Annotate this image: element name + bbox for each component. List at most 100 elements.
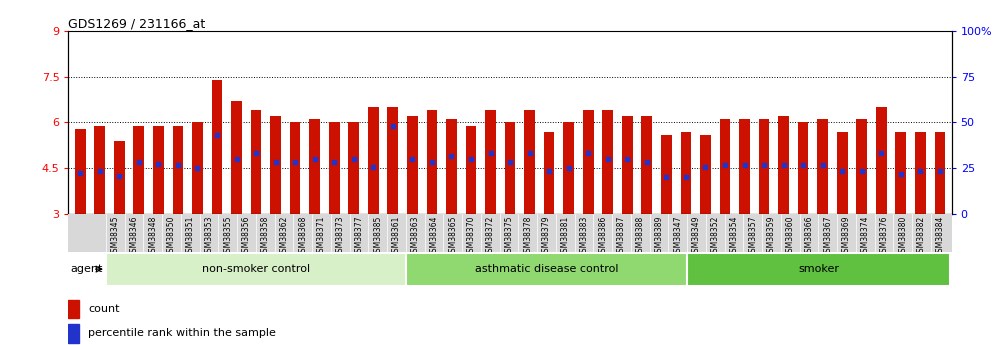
Bar xyxy=(192,122,202,214)
Bar xyxy=(739,119,750,214)
Bar xyxy=(153,126,164,214)
Bar xyxy=(818,119,828,214)
Text: GSM38384: GSM38384 xyxy=(936,216,945,257)
Text: GSM38356: GSM38356 xyxy=(242,216,251,257)
Bar xyxy=(232,101,242,214)
Text: GSM38366: GSM38366 xyxy=(805,216,814,257)
Text: GSM38358: GSM38358 xyxy=(261,216,270,257)
Text: GSM38379: GSM38379 xyxy=(542,216,551,257)
Text: GSM38382: GSM38382 xyxy=(917,216,926,257)
Text: GSM38367: GSM38367 xyxy=(824,216,833,257)
Text: GSM38375: GSM38375 xyxy=(505,216,514,257)
Bar xyxy=(95,126,105,214)
Text: GSM38350: GSM38350 xyxy=(167,216,176,257)
Text: smoker: smoker xyxy=(798,264,839,274)
Bar xyxy=(251,110,262,214)
Bar xyxy=(798,122,809,214)
Text: GSM38385: GSM38385 xyxy=(374,216,383,257)
Text: agent: agent xyxy=(70,264,103,274)
Text: GSM38347: GSM38347 xyxy=(674,216,683,257)
Bar xyxy=(915,132,925,214)
Text: GDS1269 / 231166_at: GDS1269 / 231166_at xyxy=(68,17,205,30)
Text: GSM38383: GSM38383 xyxy=(580,216,589,257)
Text: GSM38362: GSM38362 xyxy=(280,216,289,257)
Text: GSM38351: GSM38351 xyxy=(186,216,194,257)
Bar xyxy=(856,119,867,214)
Bar xyxy=(720,119,730,214)
Text: GSM38346: GSM38346 xyxy=(130,216,139,257)
Bar xyxy=(68,324,80,343)
Text: GSM38376: GSM38376 xyxy=(879,216,888,257)
Text: GSM38360: GSM38360 xyxy=(785,216,795,257)
Bar xyxy=(465,126,476,214)
Bar xyxy=(934,132,946,214)
Bar xyxy=(290,122,300,214)
Bar xyxy=(348,122,359,214)
Bar xyxy=(641,116,653,214)
Text: GSM38352: GSM38352 xyxy=(711,216,720,257)
Text: GSM38380: GSM38380 xyxy=(898,216,907,257)
Bar xyxy=(446,119,457,214)
Text: non-smoker control: non-smoker control xyxy=(202,264,310,274)
Bar xyxy=(681,132,691,214)
Bar xyxy=(406,253,687,286)
Bar xyxy=(700,135,711,214)
Text: GSM38369: GSM38369 xyxy=(842,216,851,257)
Text: GSM38387: GSM38387 xyxy=(617,216,626,257)
Bar xyxy=(427,110,437,214)
Text: GSM38368: GSM38368 xyxy=(298,216,307,257)
Bar xyxy=(544,132,555,214)
Bar xyxy=(778,116,788,214)
Bar xyxy=(505,122,516,214)
Text: count: count xyxy=(88,304,120,314)
Text: GSM38353: GSM38353 xyxy=(204,216,213,257)
Text: GSM38365: GSM38365 xyxy=(448,216,457,257)
Bar xyxy=(525,110,535,214)
Text: GSM38359: GSM38359 xyxy=(767,216,776,257)
Text: GSM38373: GSM38373 xyxy=(336,216,344,257)
Text: GSM38386: GSM38386 xyxy=(598,216,607,257)
Bar xyxy=(309,119,320,214)
Bar xyxy=(687,253,950,286)
Text: GSM38372: GSM38372 xyxy=(485,216,494,257)
Text: GSM38349: GSM38349 xyxy=(692,216,701,257)
Bar xyxy=(172,126,183,214)
Text: GSM38378: GSM38378 xyxy=(524,216,533,257)
Text: GSM38381: GSM38381 xyxy=(561,216,570,257)
Text: GSM38389: GSM38389 xyxy=(655,216,664,257)
Bar xyxy=(485,110,495,214)
Bar xyxy=(368,107,379,214)
Text: GSM38355: GSM38355 xyxy=(224,216,233,257)
Text: GSM38361: GSM38361 xyxy=(392,216,401,257)
Bar xyxy=(329,122,339,214)
Bar xyxy=(563,122,574,214)
Text: GSM38371: GSM38371 xyxy=(317,216,326,257)
Bar xyxy=(622,116,632,214)
Bar xyxy=(837,132,848,214)
Text: GSM38364: GSM38364 xyxy=(430,216,439,257)
Bar xyxy=(270,116,281,214)
Text: GSM38377: GSM38377 xyxy=(354,216,364,257)
Bar xyxy=(114,141,125,214)
Bar xyxy=(583,110,593,214)
Bar xyxy=(876,107,886,214)
Bar xyxy=(106,253,406,286)
Text: asthmatic disease control: asthmatic disease control xyxy=(475,264,618,274)
Bar xyxy=(602,110,613,214)
Bar xyxy=(134,126,144,214)
Bar xyxy=(75,129,86,214)
Text: GSM38345: GSM38345 xyxy=(111,216,120,257)
Text: percentile rank within the sample: percentile rank within the sample xyxy=(88,328,276,338)
Bar xyxy=(68,300,80,318)
Text: GSM38348: GSM38348 xyxy=(148,216,157,257)
Bar xyxy=(407,116,418,214)
Text: GSM38354: GSM38354 xyxy=(730,216,738,257)
Text: GSM38357: GSM38357 xyxy=(748,216,757,257)
Bar xyxy=(758,119,769,214)
Bar xyxy=(211,80,223,214)
Bar xyxy=(661,135,672,214)
Text: GSM38388: GSM38388 xyxy=(635,216,644,257)
Text: GSM38363: GSM38363 xyxy=(411,216,420,257)
Text: GSM38374: GSM38374 xyxy=(861,216,870,257)
Bar xyxy=(895,132,906,214)
